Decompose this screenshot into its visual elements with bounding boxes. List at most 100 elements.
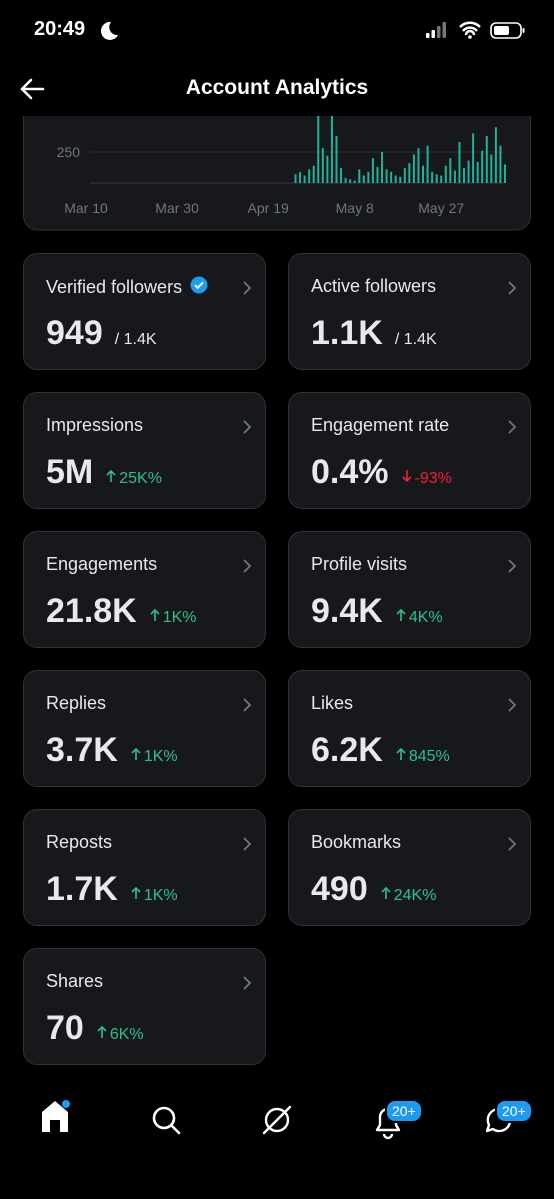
bar [367, 171, 370, 183]
metric-card[interactable]: Likes 6.2K 845% [288, 670, 531, 787]
chevron [506, 557, 518, 580]
change-value: 6K% [109, 1025, 144, 1043]
metric-card[interactable]: Shares 70 6K% [23, 948, 266, 1065]
bar [394, 175, 397, 183]
metric-label: Profile visits [311, 554, 408, 574]
bar [453, 170, 456, 183]
metric-value-row: 6.2K 845% [311, 731, 450, 770]
bar [458, 142, 461, 183]
bar [308, 169, 311, 183]
metric-change: 1K% [130, 886, 178, 905]
bar [299, 171, 302, 183]
metric-label: Reposts [46, 832, 113, 852]
metric-label: Replies [46, 693, 107, 713]
change-arrow [395, 608, 407, 627]
metric-label-row: Profile visits [311, 554, 407, 575]
chevron [506, 835, 518, 858]
chevron [506, 696, 518, 719]
metric-card[interactable]: Bookmarks 490 24K% [288, 809, 531, 926]
metric-change: -93% [401, 469, 452, 488]
x-tick-label: Mar 10 [64, 200, 108, 216]
metric-value: 70 [46, 1009, 84, 1047]
bar [353, 180, 356, 183]
chevron [241, 696, 253, 719]
search-tab[interactable] [152, 1106, 181, 1135]
bar [412, 154, 415, 183]
metric-change: 845% [395, 747, 450, 766]
bar [494, 127, 497, 183]
metric-value-row: 0.4% -93% [311, 453, 452, 492]
metric-card[interactable]: Reposts 1.7K 1K% [23, 809, 266, 926]
metric-value: 5M [46, 453, 94, 491]
metric-label: Shares [46, 971, 104, 991]
bar [344, 178, 347, 183]
metric-label: Active followers [311, 276, 437, 296]
bar [476, 161, 479, 183]
moon-icon [100, 21, 118, 40]
bar [422, 165, 425, 183]
metric-card[interactable]: Verified followers 949 / 1.4K [23, 253, 266, 370]
metric-card[interactable]: Profile visits 9.4K 4K% [288, 531, 531, 648]
bar [321, 148, 324, 183]
metric-card[interactable]: Impressions 5M 25K% [23, 392, 266, 509]
back-button[interactable] [18, 76, 46, 102]
metric-value: 6.2K [311, 731, 383, 769]
metric-value: 9.4K [311, 592, 383, 630]
metric-value-row: 21.8K 1K% [46, 592, 197, 631]
metric-label: Impressions [46, 415, 144, 435]
chevron [241, 974, 253, 997]
bar [472, 133, 475, 183]
change-arrow [96, 1025, 108, 1044]
x-tick-label: Apr 19 [248, 200, 289, 216]
change-value: 1K% [162, 608, 197, 626]
metric-value: 0.4% [311, 453, 389, 491]
metric-label-row: Engagements [46, 554, 157, 575]
bar [440, 175, 443, 183]
metric-value: 490 [311, 870, 368, 908]
bar [312, 165, 315, 183]
change-arrow [395, 747, 407, 766]
metric-value-row: 9.4K 4K% [311, 592, 443, 631]
metric-label: Bookmarks [311, 832, 402, 852]
metric-label: Verified followers [46, 277, 183, 297]
bar [349, 179, 352, 183]
verified-badge [190, 276, 208, 299]
bar [326, 155, 329, 183]
top-bar: 20:49 Account Analytics [0, 0, 554, 116]
metric-change: 1K% [149, 608, 197, 627]
page-title: Account Analytics [185, 76, 369, 99]
metric-value: 1.7K [46, 870, 118, 908]
bar [381, 151, 384, 183]
change-value: -93% [414, 469, 452, 487]
metric-label: Engagements [46, 554, 158, 574]
metric-label-row: Shares [46, 971, 103, 992]
metric-label-row: Replies [46, 693, 106, 714]
metric-label-row: Engagement rate [311, 415, 449, 436]
bar [294, 174, 297, 183]
bar [490, 154, 493, 183]
status-icons [426, 21, 525, 39]
bar [385, 169, 388, 183]
bar [481, 150, 484, 183]
metric-value-row: 5M 25K% [46, 453, 162, 492]
metric-card[interactable]: Engagements 21.8K 1K% [23, 531, 266, 648]
change-arrow [130, 886, 142, 905]
x-tick-label: May 8 [336, 200, 374, 216]
y-tick-label: 250 [57, 144, 81, 160]
grok-tab[interactable] [262, 1105, 292, 1135]
metric-label-row: Reposts [46, 832, 112, 853]
metric-card[interactable]: Active followers 1.1K / 1.4K [288, 253, 531, 370]
change-value: 25K% [119, 469, 162, 487]
bar [358, 169, 361, 183]
metric-card[interactable]: Replies 3.7K 1K% [23, 670, 266, 787]
home-tab[interactable] [42, 1100, 70, 1132]
metric-change: 6K% [96, 1025, 144, 1044]
chart-card [23, 116, 531, 231]
bar [467, 160, 470, 183]
bar [417, 148, 420, 183]
change-value: 1K% [143, 886, 178, 904]
metric-value-row: 3.7K 1K% [46, 731, 178, 770]
metric-total: / 1.4K [114, 331, 157, 348]
messages-badge: 20+ [495, 1099, 533, 1123]
metric-card[interactable]: Engagement rate 0.4% -93% [288, 392, 531, 509]
